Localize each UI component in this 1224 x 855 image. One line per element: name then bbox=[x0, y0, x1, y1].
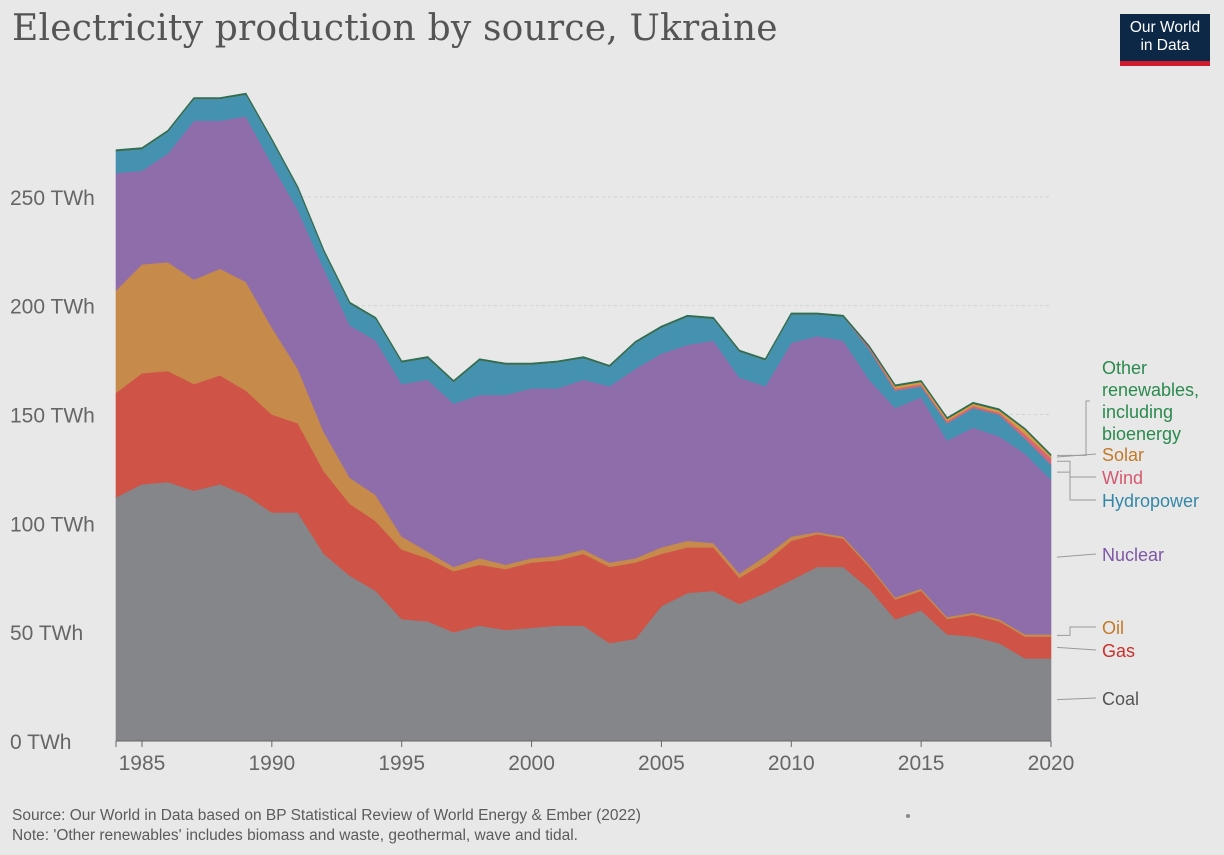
data-note: Note: 'Other renewables' includes biomas… bbox=[12, 827, 578, 844]
source-note: Source: Our World in Data based on BP St… bbox=[12, 807, 641, 824]
legend-label-solar: Solar bbox=[1102, 445, 1144, 465]
x-tick-label: 2020 bbox=[1028, 752, 1075, 775]
legend-connector bbox=[1056, 453, 1097, 458]
y-tick-label: 50 TWh bbox=[10, 622, 83, 645]
x-tick-label: 1990 bbox=[248, 752, 295, 775]
owid-logo[interactable]: Our World in Data bbox=[1120, 14, 1210, 66]
x-tick-label: 1995 bbox=[378, 752, 425, 775]
x-tick-label: 2015 bbox=[898, 752, 945, 775]
electricity-area-chart: 0 TWh 50 TWh 100 TWh 150 TWh 200 TWh 250 TWh 1… bbox=[10, 92, 1199, 775]
y-tick-label: 150 TWh bbox=[10, 405, 95, 428]
legend-connector bbox=[1057, 400, 1090, 456]
legend-label-coal: Coal bbox=[1102, 689, 1139, 709]
legend-label-nuclear: Nuclear bbox=[1102, 545, 1164, 565]
legend-connector bbox=[1057, 460, 1096, 478]
legend-connector bbox=[1056, 646, 1097, 651]
legend-connector bbox=[1056, 553, 1097, 558]
legend-label-gas: Gas bbox=[1102, 641, 1135, 661]
legend-connector bbox=[1056, 697, 1097, 701]
y-tick-label: 100 TWh bbox=[10, 513, 95, 536]
y-tick-label: 0 TWh bbox=[10, 731, 71, 754]
chart-title: Electricity production by source, Ukrain… bbox=[12, 8, 778, 49]
chart-footer: Source: Our World in Data based on BP St… bbox=[12, 806, 641, 846]
y-tick-label: 200 TWh bbox=[10, 296, 95, 319]
logo-line-1: Our World bbox=[1129, 19, 1201, 36]
logo-line-2: in Data bbox=[1140, 37, 1190, 54]
x-tick-label: 2010 bbox=[768, 752, 815, 775]
legend-connector bbox=[1057, 471, 1096, 501]
footer-dot bbox=[906, 814, 910, 818]
legend-label-other-renewables: Other renewables, including bioenergy bbox=[1102, 358, 1199, 444]
y-tick-label: 250 TWh bbox=[10, 187, 95, 210]
legend-connector bbox=[1057, 626, 1096, 636]
x-tick-label: 2000 bbox=[508, 752, 555, 775]
x-tick-label: 1985 bbox=[119, 752, 166, 775]
area-top-outline bbox=[115, 92, 1052, 456]
legend-label-hydropower: Hydropower bbox=[1102, 491, 1199, 511]
x-tick-label: 2005 bbox=[638, 752, 685, 775]
legend-label-wind: Wind bbox=[1102, 468, 1143, 488]
legend-label-oil: Oil bbox=[1102, 618, 1124, 638]
